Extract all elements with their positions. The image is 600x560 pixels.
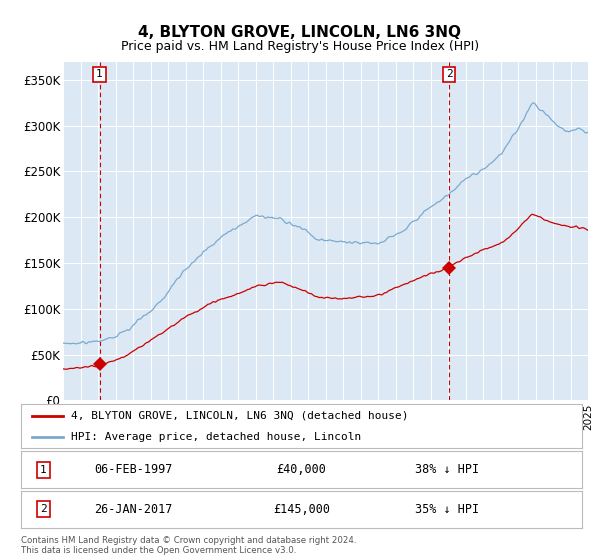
- Text: 26-JAN-2017: 26-JAN-2017: [94, 502, 172, 516]
- Text: Contains HM Land Registry data © Crown copyright and database right 2024.
This d: Contains HM Land Registry data © Crown c…: [21, 536, 356, 556]
- Text: 06-FEB-1997: 06-FEB-1997: [94, 463, 172, 477]
- Text: 2: 2: [40, 504, 47, 514]
- Text: £40,000: £40,000: [277, 463, 326, 477]
- Text: 35% ↓ HPI: 35% ↓ HPI: [415, 502, 479, 516]
- Text: HPI: Average price, detached house, Lincoln: HPI: Average price, detached house, Linc…: [71, 432, 362, 442]
- Text: Price paid vs. HM Land Registry's House Price Index (HPI): Price paid vs. HM Land Registry's House …: [121, 40, 479, 53]
- Text: 2: 2: [446, 69, 452, 80]
- Text: 4, BLYTON GROVE, LINCOLN, LN6 3NQ (detached house): 4, BLYTON GROVE, LINCOLN, LN6 3NQ (detac…: [71, 410, 409, 421]
- Text: £145,000: £145,000: [273, 502, 330, 516]
- Text: 1: 1: [96, 69, 103, 80]
- Text: 1: 1: [40, 465, 47, 475]
- Text: 4, BLYTON GROVE, LINCOLN, LN6 3NQ: 4, BLYTON GROVE, LINCOLN, LN6 3NQ: [139, 25, 461, 40]
- Text: 38% ↓ HPI: 38% ↓ HPI: [415, 463, 479, 477]
